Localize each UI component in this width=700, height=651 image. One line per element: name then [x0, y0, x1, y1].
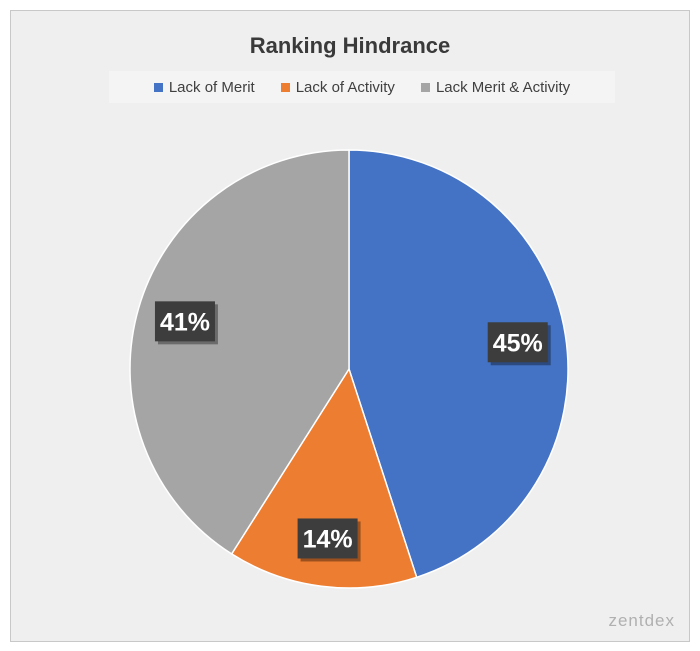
- legend-label: Lack of Activity: [295, 78, 395, 96]
- chart-title: Ranking Hindrance: [249, 33, 451, 58]
- data-label: 14%: [297, 518, 361, 562]
- pie-slice: [129, 149, 350, 555]
- legend-swatch: [153, 82, 163, 92]
- legend-item-lack-of-merit: Lack of Merit: [153, 78, 255, 96]
- svg-text:41%: 41%: [160, 308, 210, 336]
- legend: Lack of Merit Lack of Activity Lack Meri…: [109, 71, 615, 103]
- legend-item-lack-of-activity: Lack of Activity: [280, 78, 395, 96]
- svg-text:45%: 45%: [493, 329, 543, 357]
- legend-swatch: [280, 82, 290, 92]
- data-label: 41%: [154, 301, 218, 345]
- svg-text:14%: 14%: [303, 525, 353, 553]
- legend-swatch: [420, 82, 430, 92]
- pie-chart: 45% 14% 41%: [129, 149, 569, 589]
- watermark: zentdex: [608, 611, 675, 630]
- data-label: 45%: [487, 322, 551, 366]
- legend-label: Lack of Merit: [168, 78, 255, 96]
- chart-area: Ranking Hindrance Lack of Merit Lack of …: [10, 10, 690, 642]
- legend-label: Lack Merit & Activity: [435, 78, 571, 96]
- legend-item-lack-merit-activity: Lack Merit & Activity: [420, 78, 571, 96]
- pie-slice: [348, 149, 569, 579]
- pie-slice: [230, 367, 418, 589]
